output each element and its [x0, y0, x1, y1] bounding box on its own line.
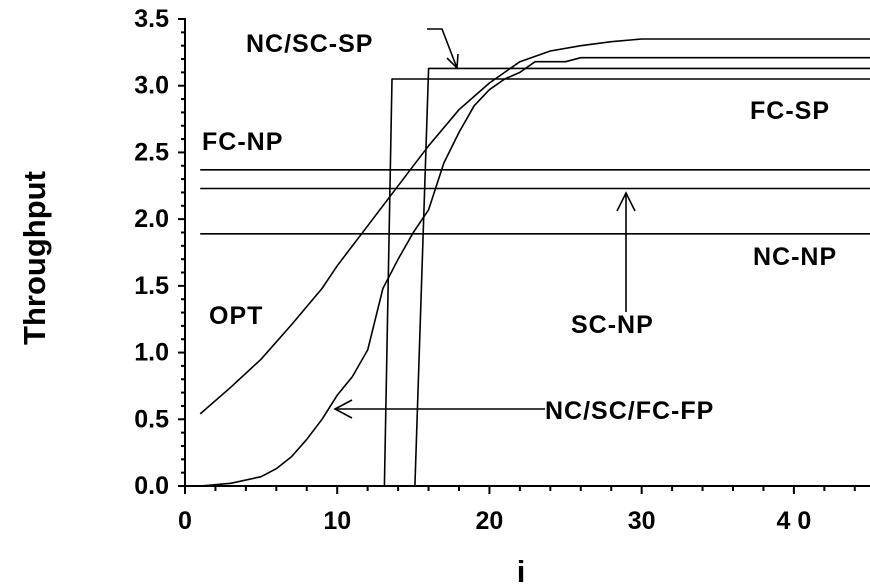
label-nc-sc-sp: NC/SC-SP [246, 30, 373, 58]
y-axis-title: Throughput [17, 171, 52, 345]
series-fc-sp [200, 78, 870, 487]
series-opt [199, 38, 870, 415]
x-tick-label: 20 [476, 507, 504, 535]
x-tick-label: 30 [628, 507, 656, 535]
y-tick-label: 3.0 [134, 72, 169, 100]
x-tick-label: 10 [323, 507, 351, 535]
y-tick-label: 3.5 [134, 5, 169, 33]
axes: 0.0 0.5 1.0 1.5 2.0 2.5 3.0 3.5 0 10 20 30 4 0 [134, 5, 870, 535]
arrow-nc-sc-sp [427, 28, 458, 69]
label-nc-np: NC-NP [753, 243, 837, 271]
x-tick-label: 4 0 [777, 507, 812, 535]
label-nc-sc-fc-fp: NC/SC/FC-FP [545, 397, 714, 425]
arrow-sc-np-head [616, 191, 636, 212]
series-nc-sc-sp [200, 67, 870, 487]
label-fc-sp: FC-SP [750, 97, 830, 125]
annotations: NC/SC-SP FC-SP FC-NP NC-NP SC-NP OPT NC/… [202, 28, 837, 425]
y-tick-label: 0.5 [134, 405, 169, 433]
y-tick-label: 0.0 [134, 472, 169, 500]
arrow-fp-head [333, 399, 353, 419]
x-tick-label: 0 [178, 507, 192, 535]
y-tick-label: 2.5 [134, 138, 169, 166]
x-axis-title: i [517, 554, 526, 585]
arrow-nc-sc-sp-head [446, 53, 459, 70]
label-fc-np: FC-NP [202, 128, 283, 156]
series-nc-sc-fc-fp [200, 56, 870, 487]
y-tick-label: 1.5 [134, 272, 169, 300]
label-opt: OPT [209, 302, 263, 330]
label-sc-np: SC-NP [571, 311, 654, 339]
y-tick-label: 2.0 [134, 205, 169, 233]
y-tick-label: 1.0 [134, 339, 169, 367]
